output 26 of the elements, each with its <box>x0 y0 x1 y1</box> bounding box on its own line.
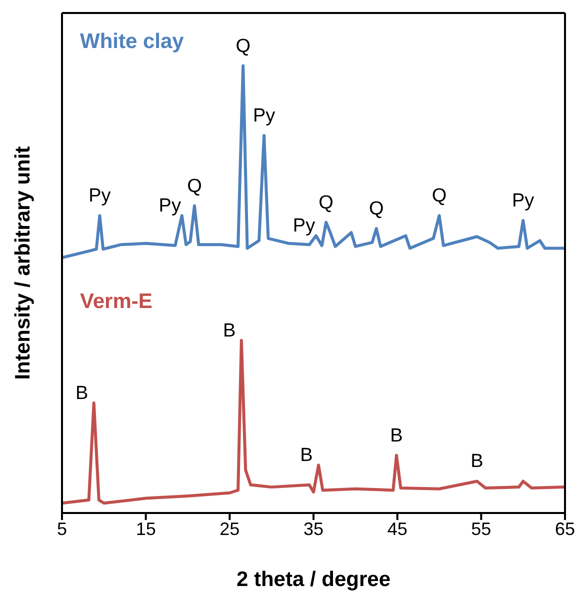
annotation: Py <box>512 190 535 212</box>
x-tick-label: 35 <box>303 518 324 539</box>
annotation: Q <box>318 192 334 214</box>
annotation: Py <box>292 216 316 237</box>
annotation: Q <box>368 198 384 220</box>
annotation: Py <box>252 106 276 127</box>
annotation: B <box>390 425 403 446</box>
annotation: Q <box>236 36 250 57</box>
annotation: Py <box>158 196 182 217</box>
annotation: Py <box>88 186 112 207</box>
text: White clay <box>80 30 184 54</box>
x-tick-label: 45 <box>387 518 408 539</box>
x-axis-title: 2 theta / degree <box>236 568 391 591</box>
x-tick-label: 15 <box>136 518 156 539</box>
x-tick-label: 65 <box>554 518 576 539</box>
annotation: B <box>223 320 236 342</box>
annotation: Q <box>187 176 202 197</box>
x-tick-label: 5 <box>56 518 68 539</box>
x-tick-label: 25 <box>220 518 240 539</box>
annotation: B <box>470 451 484 472</box>
annotation: B <box>76 382 88 404</box>
x-tick-label: 55 <box>471 518 492 539</box>
annotation: Q <box>432 186 447 207</box>
text: Verm-E <box>80 290 152 314</box>
y-axis-title: Intensity / arbitrary unit <box>11 146 34 380</box>
annotation: B <box>300 445 313 466</box>
